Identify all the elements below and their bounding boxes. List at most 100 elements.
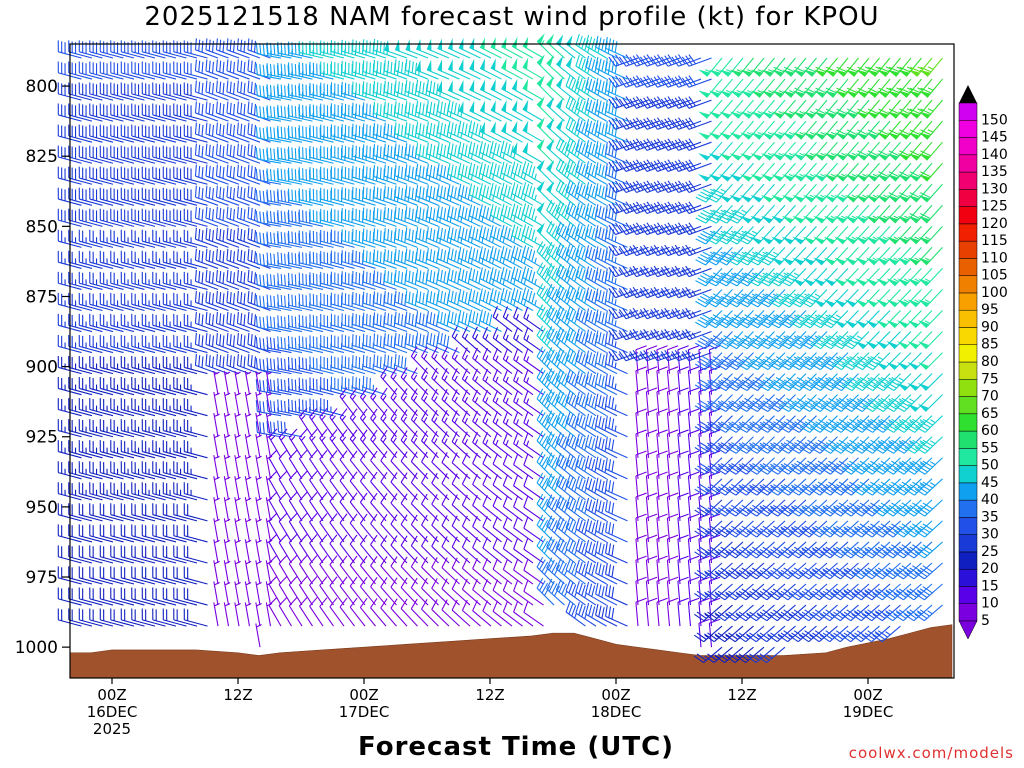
wind-barb bbox=[767, 520, 796, 538]
wind-barb bbox=[681, 222, 712, 236]
wind-barb bbox=[746, 604, 775, 622]
wind-barb bbox=[359, 513, 376, 543]
colorbar-swatch bbox=[958, 258, 978, 276]
wind-barb bbox=[704, 625, 733, 643]
wind-barb bbox=[234, 476, 241, 500]
wind-barb bbox=[78, 482, 103, 501]
colorbar-swatch bbox=[958, 292, 978, 311]
wind-barb bbox=[173, 398, 198, 417]
wind-barb bbox=[461, 368, 481, 396]
wind-barb bbox=[215, 248, 240, 269]
wind-barb bbox=[546, 494, 565, 522]
wind-barb bbox=[213, 434, 220, 458]
wind-barb bbox=[677, 345, 689, 374]
wind-barb bbox=[183, 103, 208, 122]
wind-barb bbox=[298, 533, 313, 564]
wind-barb bbox=[162, 482, 187, 501]
wind-barb bbox=[99, 566, 124, 585]
wind-barb bbox=[416, 38, 439, 59]
wind-barb bbox=[380, 493, 397, 522]
wind-barb bbox=[523, 306, 544, 332]
wind-barb bbox=[575, 349, 597, 375]
wind-barb bbox=[131, 61, 156, 80]
wind-barb bbox=[390, 472, 408, 501]
wind-barb bbox=[918, 141, 943, 161]
wind-barb bbox=[781, 162, 807, 182]
wind-barb bbox=[234, 391, 241, 416]
wind-barb bbox=[110, 398, 135, 417]
wind-barb bbox=[451, 557, 471, 585]
wind-barb bbox=[472, 389, 492, 417]
wind-barb bbox=[162, 461, 187, 480]
wind-barb bbox=[746, 499, 775, 517]
wind-barb bbox=[490, 79, 513, 101]
wind-barb bbox=[278, 575, 292, 606]
wind-barb bbox=[426, 289, 450, 312]
site-credit[interactable]: coolwx.com/models bbox=[848, 744, 1014, 762]
wind-barb bbox=[708, 78, 733, 98]
colorbar-label: 50 bbox=[981, 458, 999, 474]
wind-barb bbox=[760, 204, 786, 224]
colorbar-label: 115 bbox=[981, 233, 1008, 249]
wind-barb bbox=[162, 334, 187, 354]
wind-barb bbox=[697, 141, 723, 161]
wind-barb bbox=[298, 449, 313, 480]
wind-barb bbox=[215, 332, 240, 354]
wind-barb bbox=[918, 162, 943, 182]
wind-barb bbox=[329, 534, 345, 564]
wind-barb bbox=[78, 545, 103, 564]
colorbar-label: 125 bbox=[981, 199, 1008, 215]
wind-barb bbox=[461, 473, 481, 501]
wind-barb bbox=[479, 58, 502, 80]
wind-barb bbox=[729, 99, 754, 119]
wind-barb bbox=[152, 82, 177, 101]
wind-barb bbox=[162, 271, 187, 290]
wind-barb bbox=[492, 474, 513, 501]
wind-barb bbox=[173, 566, 198, 585]
wind-barb bbox=[370, 450, 387, 480]
wind-barb bbox=[162, 208, 187, 227]
wind-barb bbox=[131, 145, 156, 164]
wind-barb bbox=[555, 537, 576, 564]
y-tick-label: 925 bbox=[26, 428, 58, 448]
wind-barb bbox=[750, 183, 775, 203]
wind-barb bbox=[747, 457, 775, 475]
wind-barb bbox=[694, 562, 723, 580]
wind-barb bbox=[298, 512, 313, 543]
wind-barb bbox=[556, 118, 576, 143]
wind-barb bbox=[492, 390, 513, 417]
wind-barb bbox=[99, 503, 124, 522]
wind-barb bbox=[706, 183, 733, 203]
wind-barb bbox=[693, 646, 723, 664]
wind-barb bbox=[750, 204, 775, 224]
wind-barb bbox=[522, 141, 544, 164]
wind-barb bbox=[288, 575, 303, 606]
wind-barb bbox=[735, 646, 765, 664]
wind-barb bbox=[605, 373, 628, 396]
wind-barb bbox=[635, 345, 647, 374]
wind-barb bbox=[650, 201, 681, 215]
wind-barb bbox=[479, 309, 502, 333]
colorbar-swatch bbox=[958, 499, 978, 518]
wind-barb bbox=[68, 398, 93, 417]
wind-barb bbox=[173, 145, 198, 164]
wind-barb bbox=[565, 390, 586, 417]
wind-barb bbox=[162, 292, 187, 312]
wind-barb bbox=[511, 120, 534, 143]
wind-barb bbox=[120, 82, 145, 101]
wind-barb bbox=[234, 518, 241, 543]
wind-barb bbox=[705, 247, 733, 266]
wind-barb bbox=[605, 541, 628, 564]
x-tick-label: 00Z bbox=[853, 686, 882, 704]
wind-barb bbox=[556, 55, 576, 80]
wind-barb bbox=[718, 162, 744, 182]
wind-barb bbox=[110, 587, 135, 606]
wind-barb bbox=[298, 597, 313, 627]
colorbar-label: 90 bbox=[981, 319, 999, 335]
wind-barb bbox=[78, 61, 103, 80]
wind-barb bbox=[236, 80, 261, 101]
wind-barb bbox=[502, 390, 523, 417]
wind-barb bbox=[704, 583, 733, 601]
wind-barb bbox=[694, 478, 723, 496]
wind-barb bbox=[99, 608, 124, 627]
